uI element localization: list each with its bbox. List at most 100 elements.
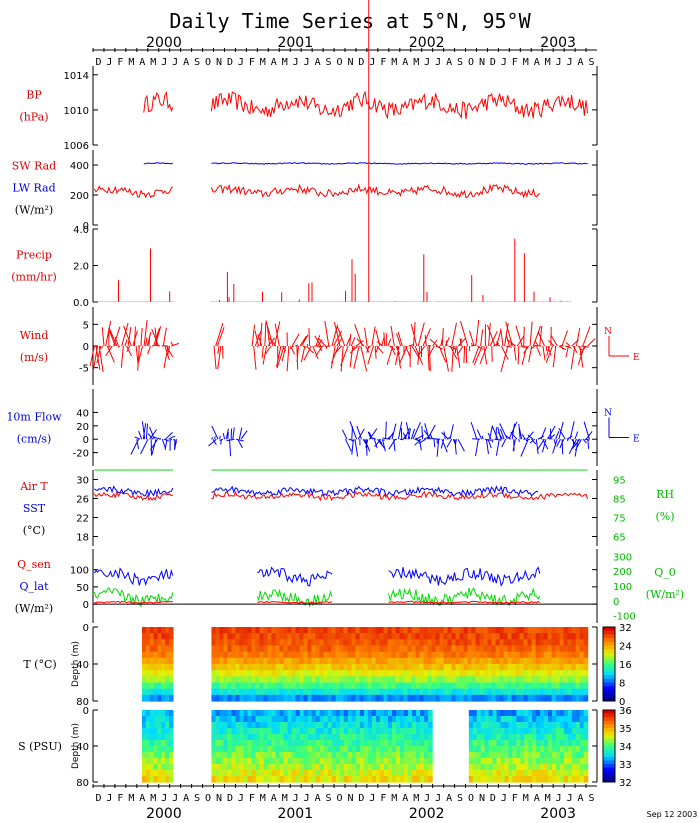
heatmap-cell — [315, 645, 321, 653]
heatmap-cell — [480, 770, 486, 777]
heatmap-cell — [487, 676, 493, 684]
month-tick-label: J — [238, 793, 244, 804]
heatmap-cell — [375, 716, 381, 723]
heatmap-cell — [153, 670, 159, 677]
heatmap-cell — [287, 752, 293, 759]
heatmap-cell — [387, 770, 393, 777]
heatmap-cell — [243, 710, 249, 717]
heatmap-cell — [335, 651, 341, 659]
heatmap-cell — [279, 728, 285, 735]
heatmap-cell — [488, 776, 494, 783]
heatmap-cell — [575, 752, 581, 759]
heatmap-cell — [319, 770, 325, 777]
y-axis-label: (cm/s) — [17, 433, 52, 446]
heatmap-cell — [424, 734, 429, 741]
heatmap-cell — [423, 670, 429, 677]
heatmap-cell — [319, 764, 325, 771]
heatmap-cell — [263, 752, 269, 759]
heatmap-cell — [496, 764, 502, 771]
heatmap-cell — [343, 716, 349, 723]
heatmap-cell — [500, 710, 506, 717]
heatmap-cell — [303, 670, 309, 677]
heatmap-cell — [495, 651, 501, 659]
heatmap-cell — [327, 676, 333, 684]
year-label-top: 2003 — [540, 35, 576, 51]
heatmap-cell — [145, 728, 151, 735]
heatmap-cell — [315, 722, 321, 729]
heatmap-cell — [145, 627, 151, 634]
heatmap-cell — [343, 764, 349, 771]
heatmap-cell — [223, 657, 229, 665]
heatmap-cell — [480, 740, 486, 747]
heatmap-cell — [583, 676, 589, 684]
depth-label: Depth (m) — [71, 723, 81, 769]
heatmap-cell — [347, 627, 353, 634]
heatmap-cell — [335, 688, 341, 696]
heatmap-cell — [472, 734, 478, 741]
heatmap-cell — [400, 716, 405, 723]
heatmap-cell — [291, 688, 297, 696]
heatmap-cell — [287, 776, 293, 783]
heatmap-cell — [303, 627, 309, 634]
heatmap-cell — [319, 639, 325, 647]
heatmap-cell — [219, 722, 225, 729]
heatmap-cell — [169, 776, 174, 783]
heatmap-cell — [323, 776, 329, 783]
heatmap-cell — [335, 716, 341, 723]
heatmap-cell — [379, 710, 385, 717]
heatmap-cell — [303, 722, 309, 729]
heatmap-cell — [157, 728, 162, 735]
heatmap-cell — [523, 651, 529, 659]
heatmap-cell — [153, 682, 159, 690]
heatmap-cell — [335, 676, 341, 684]
month-tick-label: M — [413, 793, 419, 804]
heatmap-cell — [359, 657, 365, 665]
heatmap-cell — [327, 664, 333, 671]
heatmap-cell — [141, 746, 147, 753]
heatmap-cell — [407, 645, 413, 653]
heatmap-cell — [153, 657, 159, 665]
heatmap-cell — [251, 682, 257, 690]
month-tick-label: M — [150, 57, 156, 68]
heatmap-cell — [383, 776, 389, 783]
heatmap-cell — [488, 734, 494, 741]
heatmap-cell — [347, 664, 353, 671]
heatmap-cell — [335, 682, 341, 690]
heatmap-cell — [515, 645, 521, 653]
heatmap-cell — [567, 770, 573, 777]
month-tick-label: M — [260, 57, 266, 68]
heatmap-cell — [496, 770, 502, 777]
heatmap-cell — [511, 639, 517, 647]
heatmap-cell — [287, 746, 293, 753]
heatmap-cell — [355, 651, 361, 659]
heatmap-cell — [579, 627, 585, 634]
heatmap-cell — [223, 746, 229, 753]
heatmap-cell — [475, 657, 481, 665]
colorbar-cell — [603, 749, 615, 754]
heatmap-cell — [355, 682, 361, 690]
heatmap-cell — [275, 664, 281, 671]
heatmap-cell — [403, 676, 409, 684]
heatmap-cell — [575, 776, 581, 783]
heatmap-cell — [319, 682, 325, 690]
heatmap-cell — [255, 627, 261, 634]
heatmap-cell — [391, 688, 397, 696]
heatmap-cell — [275, 752, 281, 759]
heatmap-cell — [540, 740, 545, 747]
heatmap-cell — [423, 627, 429, 634]
heatmap-cell — [315, 764, 321, 771]
heatmap-cell — [149, 676, 155, 684]
heatmap-cell — [259, 682, 265, 690]
heatmap-cell — [583, 645, 589, 653]
heatmap-cell — [443, 651, 449, 659]
heatmap-cell — [161, 758, 166, 765]
heatmap-cell — [243, 770, 249, 777]
heatmap-cell — [459, 688, 465, 696]
heatmap-cell — [161, 645, 166, 653]
heatmap-cell — [287, 722, 293, 729]
heatmap-cell — [535, 645, 541, 653]
heatmap-cell — [403, 651, 409, 659]
heatmap-cell — [555, 670, 561, 677]
